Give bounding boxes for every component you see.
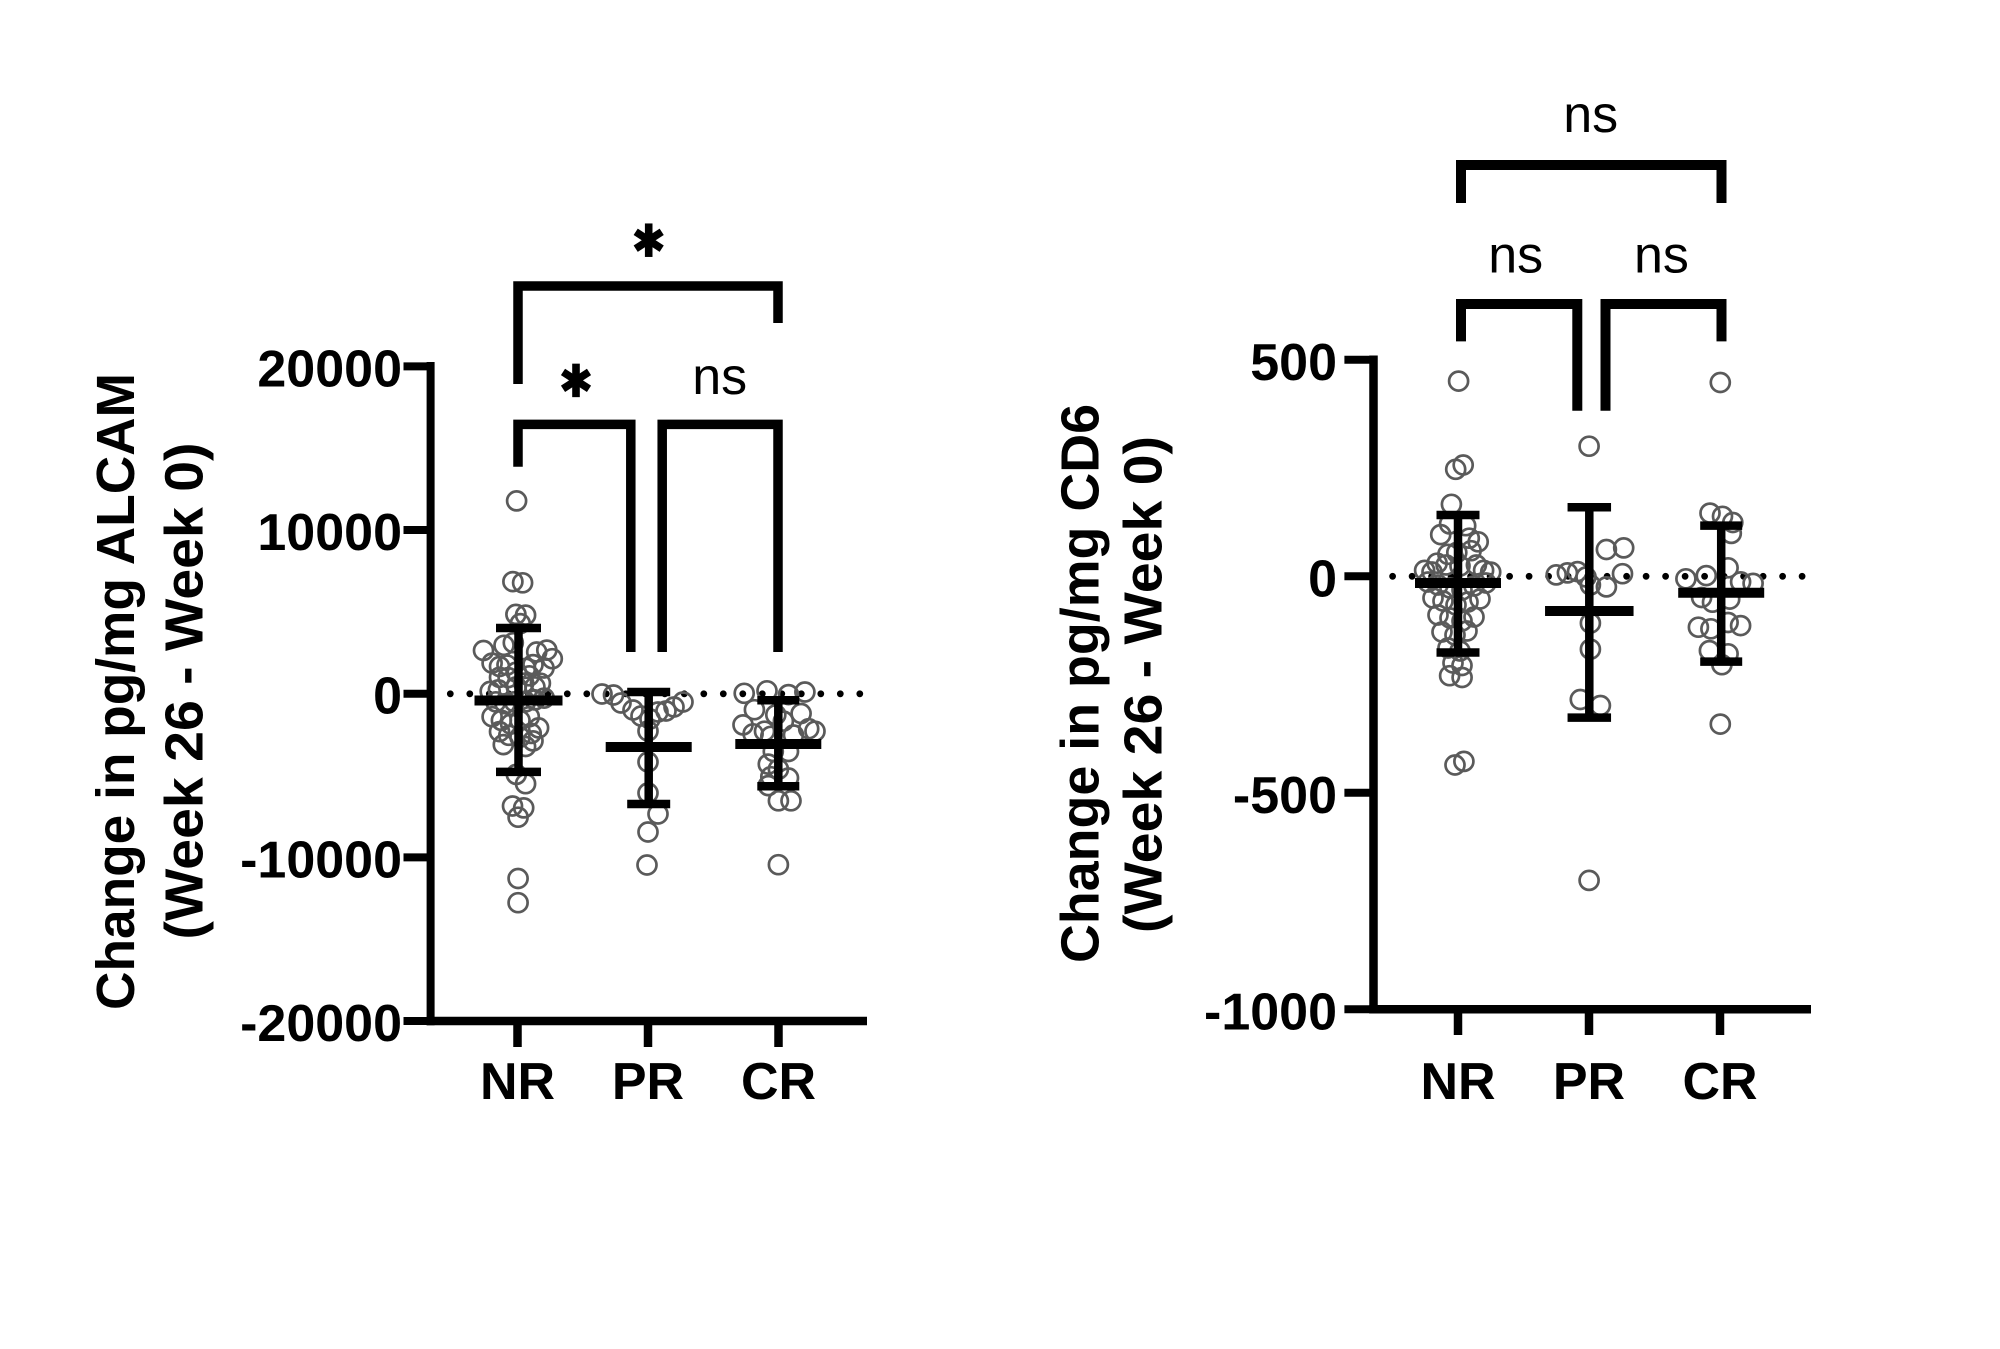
svg-text:20000: 20000 bbox=[257, 340, 402, 398]
svg-text:Change in pg/mg CD6: Change in pg/mg CD6 bbox=[1051, 404, 1111, 963]
svg-text:-20000: -20000 bbox=[240, 995, 402, 1053]
svg-text:(Week 26 - Week 0): (Week 26 - Week 0) bbox=[1114, 436, 1174, 933]
svg-text:NR: NR bbox=[1420, 1053, 1495, 1111]
svg-text:CR: CR bbox=[741, 1053, 816, 1111]
svg-text:CR: CR bbox=[1682, 1053, 1757, 1111]
svg-text:ns: ns bbox=[692, 348, 747, 406]
svg-text:PR: PR bbox=[1553, 1053, 1625, 1111]
svg-text:Change in pg/mg ALCAM: Change in pg/mg ALCAM bbox=[86, 373, 146, 1010]
svg-text:NR: NR bbox=[480, 1053, 555, 1111]
svg-text:500: 500 bbox=[1250, 334, 1337, 392]
svg-text:0: 0 bbox=[1308, 550, 1337, 608]
svg-text:ns: ns bbox=[1488, 227, 1543, 285]
svg-text:PR: PR bbox=[612, 1053, 684, 1111]
svg-text:-500: -500 bbox=[1233, 767, 1337, 825]
svg-text:-1000: -1000 bbox=[1204, 983, 1337, 1041]
svg-text:-10000: -10000 bbox=[240, 831, 402, 889]
svg-text:ns: ns bbox=[1634, 227, 1689, 285]
svg-text:ns: ns bbox=[1563, 86, 1618, 144]
svg-text:10000: 10000 bbox=[257, 504, 402, 562]
svg-text:(Week 26 - Week 0): (Week 26 - Week 0) bbox=[155, 442, 215, 939]
svg-text:0: 0 bbox=[373, 668, 402, 726]
